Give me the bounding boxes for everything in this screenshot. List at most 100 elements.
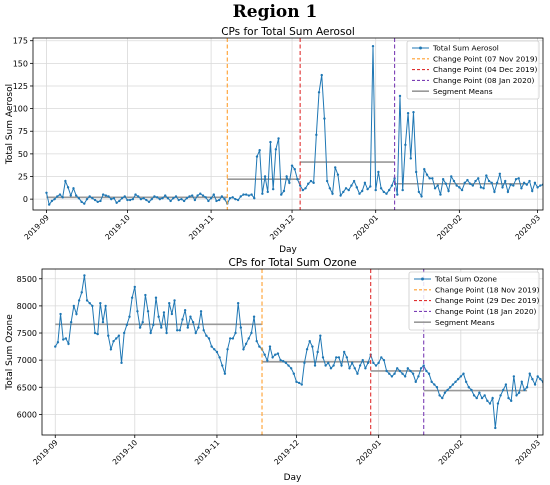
chart1-point-59 [210, 345, 213, 348]
chart1-point-73 [247, 337, 250, 340]
chart1-point-4 [64, 337, 68, 340]
chart1-point-62 [218, 356, 221, 359]
chart1-point-133 [406, 367, 410, 370]
chart1-point-97 [311, 345, 314, 348]
chart0-point-53 [188, 195, 191, 198]
chart0-point-93 [296, 178, 299, 181]
chart0-point-85 [274, 148, 278, 151]
chart1-plot-area [54, 269, 546, 435]
chart1-point-137 [417, 375, 420, 378]
chart1-legend-label-3: Change Point (18 Jan 2020) [435, 307, 537, 316]
chart0-point-11 [74, 194, 78, 197]
chart1-point-75 [252, 315, 256, 318]
chart1-point-156 [467, 386, 470, 389]
chart1-point-87 [284, 361, 288, 365]
chart1-point-32 [138, 326, 142, 329]
chart0-point-104 [325, 179, 329, 183]
chart1-point-126 [388, 372, 391, 375]
chart1-legend-label-0: Total Sum Ozone [434, 275, 497, 284]
chart0-point-175 [517, 177, 520, 180]
chart1-xtick-label-5: 2020-02 [437, 438, 466, 467]
chart1-point-168 [499, 394, 502, 397]
chart1-point-139 [422, 364, 425, 367]
chart0-point-48 [174, 195, 178, 198]
chart0-point-34 [137, 195, 140, 198]
chart1-point-157 [470, 388, 473, 392]
chart1-point-52 [191, 320, 195, 324]
chart1-point-1 [56, 341, 60, 344]
chart0-point-55 [193, 198, 197, 202]
chart0-point-9 [69, 194, 72, 197]
chart1-point-13 [88, 301, 91, 305]
chart0-axes-frame [32, 37, 544, 211]
chart1-point-148 [446, 388, 449, 392]
chart0-point-68 [228, 197, 232, 200]
chart0-point-108 [336, 173, 340, 176]
chart0-point-28 [120, 197, 124, 200]
chart1-point-22 [112, 339, 115, 343]
chart1-point-147 [443, 391, 447, 394]
chart0-point-60 [207, 199, 210, 203]
chart1-point-81 [268, 345, 272, 348]
chart0-point-49 [177, 198, 180, 202]
chart0-point-158 [471, 184, 475, 187]
chart1-point-145 [438, 394, 441, 397]
chart0-point-38 [147, 200, 151, 204]
chart1-ytick-label-1: 6500 [17, 383, 37, 392]
chart0-point-113 [350, 184, 353, 187]
chart0-point-101 [317, 91, 321, 94]
chart1-point-128 [393, 372, 396, 375]
chart1-point-127 [390, 375, 394, 378]
chart1-point-37 [152, 323, 155, 327]
chart0-point-180 [531, 189, 534, 193]
chart0-point-45 [166, 197, 170, 200]
chart0-point-166 [493, 190, 496, 194]
chart1-point-141 [427, 372, 431, 375]
chart0-point-35 [139, 197, 143, 201]
chart0-point-95 [301, 188, 305, 192]
chart1-point-21 [109, 348, 113, 351]
chart0-point-154 [460, 188, 464, 192]
chart1-point-125 [385, 369, 388, 373]
chart1-point-116 [361, 358, 364, 362]
chart1-point-160 [478, 391, 481, 394]
chart1-ytick-label-4: 8000 [17, 302, 37, 311]
chart0-point-72 [239, 195, 242, 198]
chart0-xtick-label-6: 2020-03 [513, 213, 542, 242]
chart1-legend-label-4: Segment Means [435, 318, 495, 327]
chart0-point-152 [455, 184, 458, 187]
chart0-point-15 [85, 197, 89, 201]
chart1-point-2 [59, 312, 62, 316]
chart0-point-83 [269, 140, 272, 144]
chart0-point-128 [390, 184, 394, 187]
chart0-point-162 [482, 187, 485, 190]
chart1-axes-frame [41, 268, 544, 436]
chart1-point-95 [305, 348, 309, 351]
chart1-point-14 [91, 304, 94, 308]
chart0-point-124 [379, 187, 383, 190]
chart1-point-102 [324, 364, 327, 367]
chart1-point-115 [358, 364, 362, 367]
chart1-point-47 [178, 329, 182, 332]
chart1-point-175 [517, 391, 521, 394]
chart1-point-76 [255, 339, 258, 343]
chart1-xtick-label-1: 2019-10 [111, 438, 140, 467]
chart0-point-62 [212, 193, 215, 196]
chart1-point-31 [136, 310, 139, 313]
chart1-series-line [54, 275, 543, 429]
ozone-chart: CPs for Total Sum Ozone 6000 6500 7000 7500 8… [5, 257, 546, 483]
chart0-point-94 [298, 184, 302, 187]
chart1-point-29 [130, 296, 134, 299]
chart1-point-110 [345, 356, 349, 359]
chart0-point-167 [495, 181, 499, 185]
chart1-point-164 [488, 402, 492, 405]
chart0-point-90 [288, 181, 291, 185]
chart0-point-153 [458, 186, 461, 189]
chart1-point-12 [85, 299, 89, 302]
chart0-point-99 [312, 181, 315, 185]
chart0-point-81 [263, 175, 267, 178]
chart1-point-185 [544, 410, 546, 412]
chart0-point-80 [261, 192, 264, 195]
chart1-point-111 [348, 367, 351, 370]
chart1-point-28 [128, 315, 131, 318]
